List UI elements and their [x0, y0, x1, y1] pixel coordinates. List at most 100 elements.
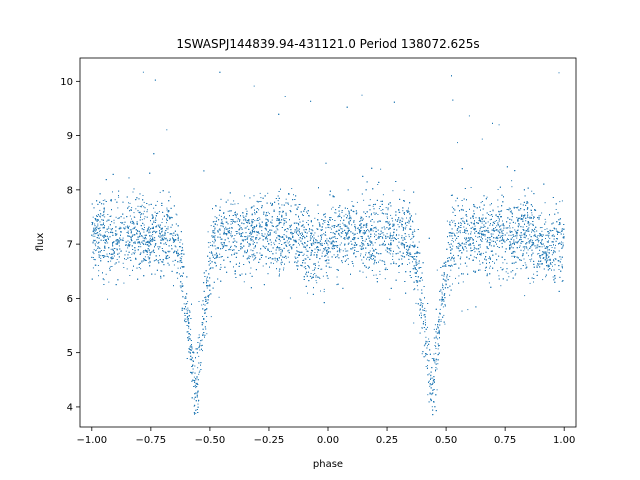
data-point	[440, 304, 442, 306]
data-point	[157, 212, 159, 214]
data-point	[414, 231, 416, 232]
data-point	[532, 218, 534, 220]
data-point	[384, 278, 386, 280]
data-point	[172, 260, 174, 262]
data-point	[351, 248, 353, 250]
data-point	[497, 206, 499, 208]
data-point	[209, 259, 211, 261]
data-point	[516, 217, 518, 219]
data-point	[481, 221, 483, 222]
data-point	[418, 263, 420, 265]
data-point	[244, 227, 246, 229]
data-point	[166, 228, 168, 230]
data-point	[368, 204, 370, 206]
data-point	[341, 262, 343, 264]
data-point	[239, 227, 241, 229]
data-point	[92, 216, 94, 218]
data-point	[93, 258, 95, 260]
data-point	[372, 205, 374, 207]
data-point	[427, 345, 428, 347]
data-point	[511, 186, 513, 188]
data-point	[523, 233, 525, 235]
data-point	[505, 271, 507, 273]
data-point	[146, 209, 148, 211]
data-point	[519, 246, 520, 248]
data-point	[321, 252, 323, 254]
data-point	[362, 248, 364, 250]
data-point	[513, 250, 515, 252]
data-point	[332, 245, 334, 247]
data-point	[425, 322, 426, 324]
data-point	[317, 213, 319, 214]
data-point	[323, 291, 325, 293]
data-point	[524, 237, 526, 239]
data-point	[522, 246, 524, 248]
data-point	[154, 273, 156, 275]
data-point	[536, 275, 538, 276]
data-point	[118, 196, 120, 198]
data-point	[229, 248, 231, 250]
data-point	[443, 299, 445, 300]
data-point	[356, 232, 358, 234]
data-point	[458, 248, 460, 250]
data-point	[376, 252, 378, 254]
data-point	[354, 229, 356, 231]
data-point	[127, 207, 129, 209]
data-point	[466, 265, 468, 267]
data-point	[304, 231, 306, 233]
data-point	[369, 239, 371, 241]
data-point	[521, 241, 523, 242]
data-point	[425, 355, 427, 357]
data-point	[126, 268, 128, 270]
data-point	[421, 353, 423, 355]
data-point	[206, 278, 208, 280]
data-point	[497, 217, 499, 219]
data-point	[204, 297, 206, 299]
data-point	[325, 272, 327, 274]
data-point	[488, 214, 489, 215]
data-point	[222, 226, 224, 228]
data-point	[529, 282, 531, 284]
data-point	[353, 234, 355, 236]
data-point	[110, 248, 112, 250]
data-point	[296, 208, 298, 210]
data-point	[249, 272, 251, 274]
data-point	[281, 251, 283, 253]
data-point	[298, 230, 300, 232]
data-point	[511, 255, 513, 257]
data-point	[314, 273, 316, 274]
data-point	[243, 236, 245, 238]
data-point	[533, 242, 534, 243]
data-point	[516, 230, 518, 231]
data-point	[189, 351, 191, 353]
data-point	[97, 265, 99, 266]
data-point	[227, 238, 229, 240]
data-point	[315, 280, 317, 282]
data-point	[230, 249, 232, 251]
data-point	[369, 254, 371, 256]
data-point	[398, 247, 400, 249]
data-point	[115, 216, 117, 218]
data-point	[154, 260, 156, 261]
data-point	[112, 191, 113, 193]
data-point	[424, 331, 426, 333]
data-point	[435, 342, 437, 344]
data-point	[527, 238, 529, 240]
data-point	[181, 266, 183, 268]
data-point	[258, 232, 260, 234]
data-point	[336, 251, 338, 253]
data-point	[478, 233, 480, 235]
data-point	[403, 189, 405, 191]
data-point	[548, 236, 549, 238]
data-point	[521, 215, 523, 217]
data-point	[446, 220, 448, 222]
data-point	[388, 227, 390, 229]
data-point	[149, 237, 151, 239]
data-point	[106, 220, 108, 222]
data-point	[552, 234, 554, 236]
data-point	[322, 250, 324, 252]
data-point	[408, 219, 410, 221]
data-point	[99, 221, 101, 223]
data-point	[204, 312, 206, 314]
data-point	[497, 189, 499, 190]
